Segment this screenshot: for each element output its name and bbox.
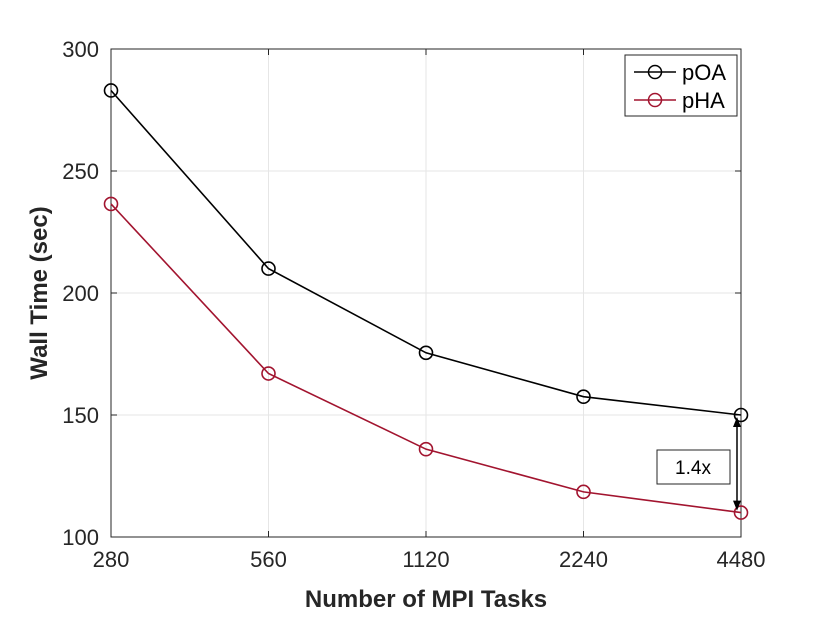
y-axis-title: Wall Time (sec) (26, 206, 53, 379)
data-point-poa (576, 389, 591, 405)
x-tick-label: 4480 (717, 547, 766, 572)
legend-label-poa: pOA (682, 60, 726, 85)
legend: pOA pHA (624, 54, 738, 117)
series-line-poa (110, 89, 742, 416)
y-tick-label: 300 (62, 37, 99, 62)
ratio-label-box (656, 449, 731, 485)
y-tick-label: 200 (62, 281, 99, 306)
legend-box (624, 54, 738, 117)
data-point-poa (418, 345, 434, 361)
x-axis-title: Number of MPI Tasks (305, 586, 547, 613)
arrow-head-down-icon (733, 500, 741, 511)
data-point-pha (418, 441, 434, 457)
x-tick-label: 280 (93, 547, 130, 572)
y-tick-label: 150 (62, 403, 99, 428)
y-tick-label: 100 (62, 525, 99, 550)
series-group (103, 83, 749, 520)
arrow-head-up-icon (733, 417, 741, 427)
x-tick-label: 560 (250, 547, 287, 572)
data-point-pha (103, 196, 119, 212)
legend-label-pha: pHA (682, 88, 725, 113)
ratio-label: 1.4x (675, 458, 711, 479)
x-tick-label: 2240 (559, 547, 608, 572)
x-tick-label: 1120 (402, 547, 449, 572)
ratio-annotation: 1.4x (656, 417, 741, 511)
grid-lines (111, 49, 741, 537)
data-point-pha (261, 366, 276, 381)
data-point-pha (576, 484, 591, 500)
legend-marker-poa (647, 64, 663, 80)
data-point-poa (733, 407, 749, 423)
legend-marker-pha (647, 92, 663, 108)
data-point-poa (261, 261, 276, 276)
y-tick-label: 250 (62, 159, 99, 184)
series-line-pha (110, 203, 742, 514)
data-point-poa (103, 83, 119, 98)
axis-ticks: 280 560 1120 2240 4480 100 150 200 250 300 (62, 37, 765, 572)
data-point-pha (733, 505, 749, 520)
